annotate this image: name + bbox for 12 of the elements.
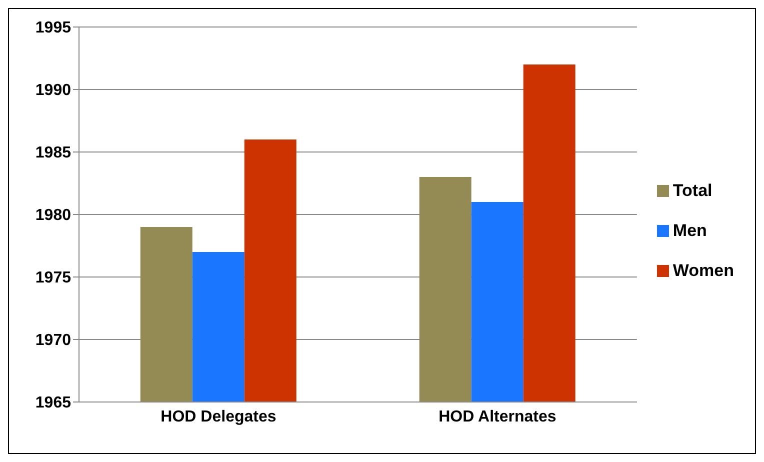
legend-label: Men — [672, 220, 707, 240]
y-tick-label: 1965 — [35, 394, 72, 412]
y-tick-label: 1975 — [35, 270, 72, 287]
x-tick-label: HOD Delegates — [160, 408, 276, 426]
y-tick-label: 1985 — [35, 144, 72, 162]
y-tick-label: 1995 — [35, 20, 72, 37]
x-tick-label: HOD Alternates — [438, 408, 556, 426]
y-tick-label: 1980 — [35, 207, 72, 224]
y-tick-label: 1990 — [35, 82, 72, 100]
legend-label: Total — [672, 180, 712, 200]
legend-label: Women — [672, 260, 734, 280]
y-tick-label: 1970 — [35, 332, 72, 350]
